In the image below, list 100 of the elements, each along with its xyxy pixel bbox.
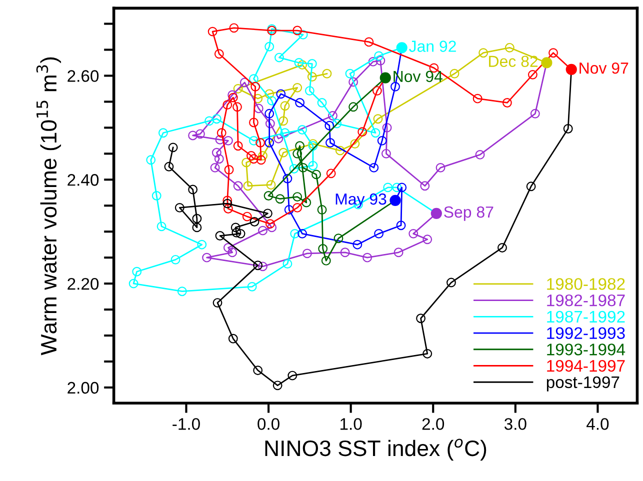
point: [233, 84, 243, 94]
point: [236, 228, 246, 238]
point: [146, 155, 156, 165]
point: [158, 128, 168, 138]
point: [250, 82, 260, 92]
point: [504, 42, 514, 52]
point: [372, 86, 382, 96]
point: [284, 205, 294, 215]
point: [258, 151, 268, 160]
point: [229, 23, 239, 33]
point: [335, 146, 345, 156]
y-axis-title: Warm water volume (10$^{15}$ m$^{3}$): [36, 57, 61, 356]
point: [256, 155, 266, 165]
point: [318, 244, 328, 254]
point: [228, 334, 238, 344]
point: [276, 89, 286, 99]
point: [298, 30, 308, 40]
point: [204, 116, 214, 126]
legend-label: 1980-1982: [547, 278, 625, 290]
legend-label: post-1997: [546, 376, 620, 392]
y-tick-label: 2.20: [68, 278, 99, 290]
point: [215, 134, 225, 144]
point: [292, 202, 302, 212]
point: [348, 77, 358, 87]
point: [321, 256, 331, 266]
point: [298, 60, 307, 70]
point: [248, 154, 258, 164]
point: [264, 191, 274, 200]
point: [196, 129, 205, 139]
point: [422, 348, 432, 358]
legend-label: 1982-1987: [547, 294, 625, 306]
point: [156, 222, 166, 232]
point: [256, 138, 266, 148]
point: [392, 182, 402, 192]
point: [475, 150, 485, 160]
point: [202, 252, 212, 262]
point: [248, 136, 258, 146]
point: [222, 198, 232, 208]
point: [381, 148, 391, 158]
point: [230, 222, 240, 232]
point: [267, 222, 277, 232]
point: [280, 101, 290, 111]
point: [210, 162, 220, 172]
point: [308, 160, 318, 170]
annotation: May 93: [336, 193, 386, 208]
point: [290, 228, 300, 238]
point: [328, 111, 338, 120]
legend-label: 1987-1992: [547, 310, 625, 323]
point: [292, 82, 302, 92]
point: [262, 208, 272, 218]
point: [188, 184, 198, 194]
point: [264, 89, 274, 99]
point: [446, 278, 456, 288]
point: [307, 72, 317, 82]
point: [282, 259, 292, 269]
point: [278, 148, 288, 158]
point: [368, 56, 378, 66]
point: [350, 139, 360, 149]
point: [253, 366, 263, 376]
legend-label: 1994-1997: [547, 360, 625, 372]
point: [248, 118, 258, 128]
point: [345, 68, 355, 78]
point: [228, 90, 238, 100]
point: [416, 314, 426, 324]
point: [292, 148, 302, 158]
point: [370, 128, 380, 138]
point: [304, 86, 314, 96]
point: [526, 182, 536, 192]
point: [214, 49, 224, 59]
point: [292, 26, 302, 36]
point: [243, 181, 253, 191]
annotation: Jan 92: [409, 40, 456, 52]
point: [280, 128, 290, 138]
point: [340, 248, 350, 258]
point: [212, 298, 222, 308]
point: [212, 148, 222, 158]
point: [295, 141, 305, 151]
point: [472, 94, 482, 104]
point: [374, 51, 384, 61]
point: [322, 68, 332, 78]
x-tick-label: -1.0: [172, 418, 200, 430]
point: [436, 162, 446, 172]
x-tick-label: 1.0: [340, 418, 362, 430]
point: [228, 92, 238, 102]
point: [358, 127, 368, 137]
x-tick-label: 2.0: [422, 418, 444, 430]
point: [394, 248, 404, 258]
point: [272, 380, 282, 390]
point: [208, 26, 218, 36]
point: [348, 102, 358, 112]
point: [240, 78, 250, 88]
y-tick-label: 2.00: [68, 382, 99, 394]
point: [307, 59, 317, 68]
point: [377, 136, 387, 146]
annotation: Nov 97: [580, 62, 628, 74]
point: [215, 231, 225, 240]
point: [242, 212, 252, 222]
point: [294, 58, 304, 68]
point: [275, 194, 285, 204]
point: [302, 198, 312, 208]
